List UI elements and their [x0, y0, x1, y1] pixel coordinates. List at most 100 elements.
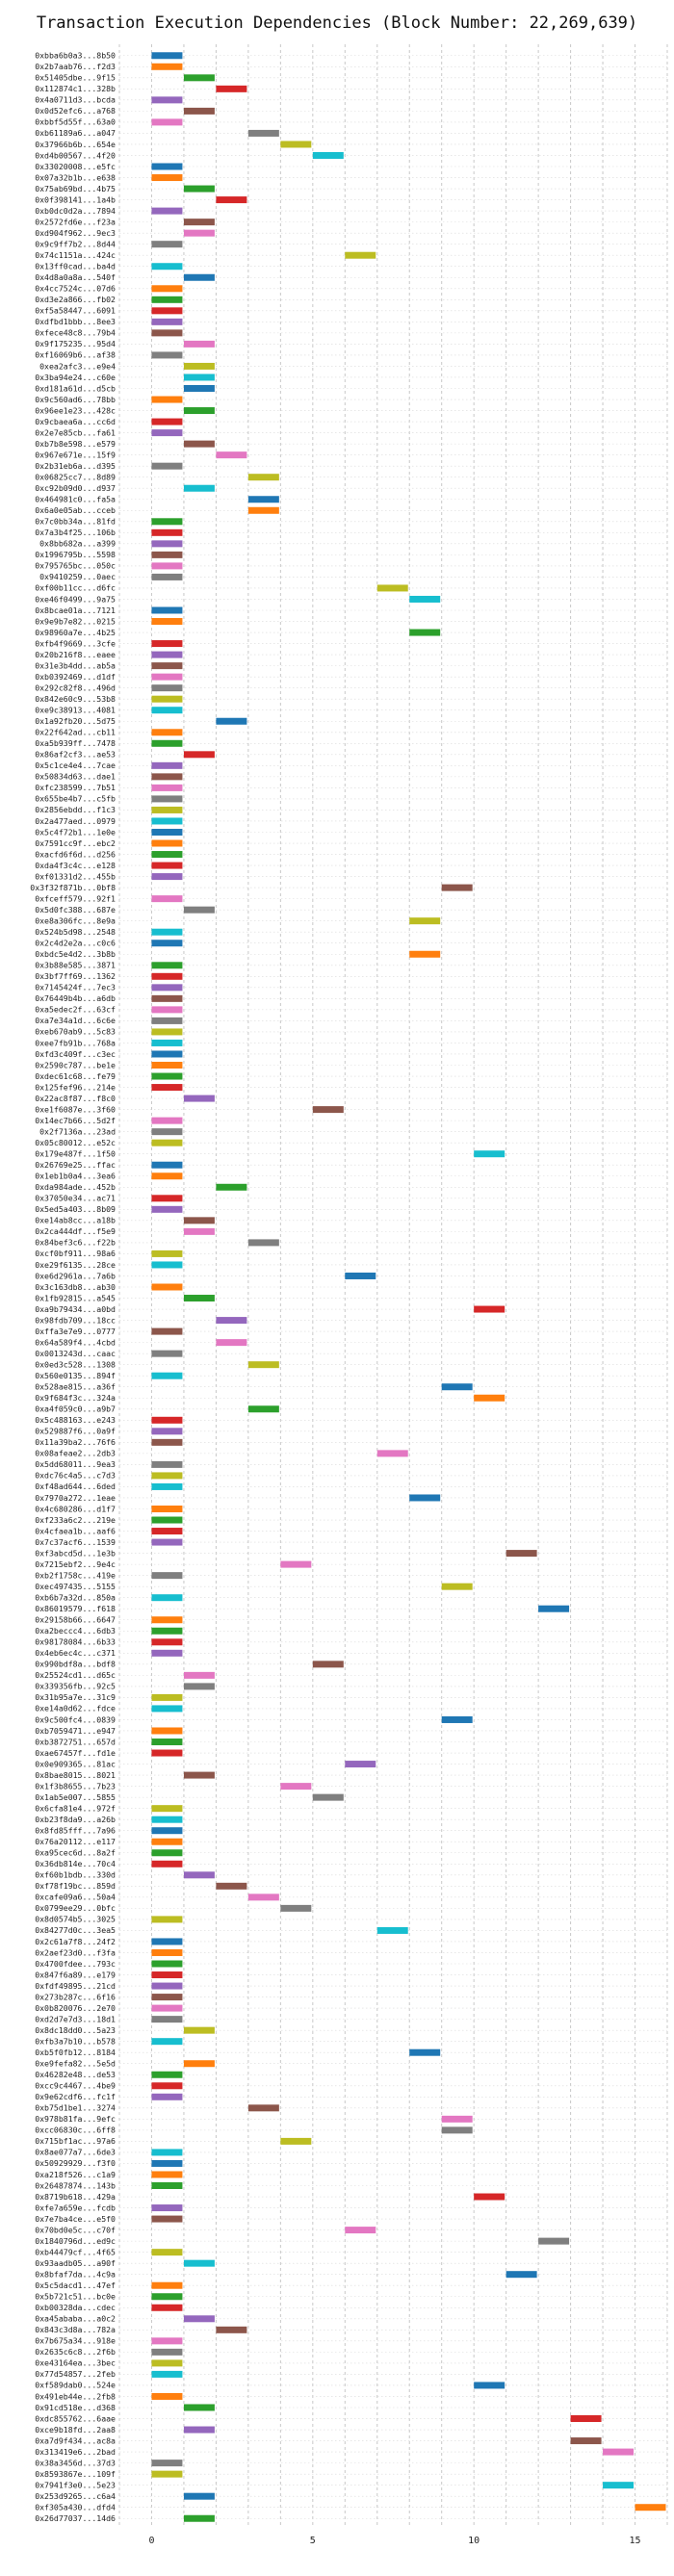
task-bar [376, 584, 408, 592]
task-label: 0xf78f19bc...859d [35, 1881, 116, 1891]
task-label: 0xe43164ea...3bec [35, 2358, 116, 2368]
task-bar [151, 551, 183, 558]
task-bar [151, 1727, 183, 1735]
task-label: 0x7e7ba4ce...e5f0 [35, 2214, 116, 2224]
task-bar [151, 2281, 183, 2289]
task-bar [151, 2470, 183, 2478]
task-label: 0xe46f0499...9a75 [35, 594, 116, 604]
task-label: 0xf48ad644...6ded [35, 1481, 116, 1491]
task-bar [151, 1006, 183, 1014]
x-tick-label: 0 [148, 2536, 154, 2546]
task-label: 0xe9fefa82...5e5d [35, 2059, 116, 2069]
task-bar [151, 1472, 183, 1480]
task-label: 0x4c680286...d1f7 [35, 1504, 116, 1513]
task-label: 0x13ff0cad...ba4d [35, 262, 116, 271]
task-label: 0x0799ee29...0bfc [35, 1903, 116, 1913]
task-label: 0x8719b618...429a [35, 2192, 116, 2202]
task-bar [151, 2370, 183, 2378]
task-label: 0xe29f6135...28ce [35, 1260, 116, 1270]
task-label: 0x91cd518e...d368 [35, 2403, 116, 2412]
task-label: 0x1fb92815...a545 [35, 1293, 116, 1302]
task-bar [216, 1317, 247, 1325]
task-bar [474, 1394, 506, 1402]
task-label: 0x0013243d...caac [35, 1349, 116, 1358]
task-label: 0x125fef96...214e [35, 1082, 116, 1092]
task-label: 0xb7b8e598...e579 [35, 439, 116, 449]
task-label: 0xdfbd1bbb...8ee3 [35, 317, 116, 326]
task-label: 0xa218f526...c1a9 [35, 2170, 116, 2179]
task-label: 0x7145424f...7ec3 [35, 983, 116, 992]
task-label: 0x7941f3e0...5e23 [35, 2480, 116, 2489]
x-tick-label: 5 [310, 2536, 316, 2546]
task-bar [280, 141, 312, 148]
task-bar [312, 151, 344, 159]
task-bar [345, 1272, 376, 1279]
task-bar [151, 263, 183, 270]
task-label: 0x9f684f3c...324a [35, 1393, 116, 1403]
task-label: 0x8fd85fff...7a96 [35, 1826, 116, 1836]
task-label: 0x07a32b1b...e638 [35, 172, 116, 182]
task-bar [151, 1039, 183, 1046]
task-label: 0x3ba94e24...c60e [35, 373, 116, 382]
task-bar [151, 2293, 183, 2301]
task-label: 0x11a39ba2...76f6 [35, 1437, 116, 1447]
task-label: 0xcc9c4467...4be9 [35, 2081, 116, 2091]
task-bar [151, 1982, 183, 1990]
task-label: 0x5dd68011...9ea3 [35, 1459, 116, 1469]
chart-title: Transaction Execution Dependencies (Bloc… [36, 13, 638, 33]
task-bar [151, 984, 183, 992]
task-bar [409, 629, 441, 636]
task-bar [151, 1117, 183, 1124]
task-bar [151, 2460, 183, 2467]
task-label: 0x37966b6b...654e [35, 140, 116, 149]
task-bar [247, 2104, 279, 2112]
x-tick-label: 15 [630, 2536, 641, 2546]
task-bar [376, 1926, 408, 1934]
task-bar [183, 2060, 215, 2068]
task-bar [183, 2492, 215, 2500]
task-bar [151, 1017, 183, 1024]
task-label: 0xfe7a659e...fcdb [35, 2202, 116, 2212]
task-label: 0x05c80012...e52c [35, 1138, 116, 1147]
task-label: 0xb0392469...d1df [35, 672, 116, 682]
task-label: 0x292c82f8...496d [35, 683, 116, 692]
task-label: 0xa2beccc4...6db3 [35, 1626, 116, 1636]
task-label: 0xda984ade...452b [35, 1182, 116, 1192]
task-label: 0x978b81fa...9efc [35, 2114, 116, 2124]
task-bar [151, 174, 183, 182]
task-bar [151, 806, 183, 813]
task-bar [183, 385, 215, 393]
task-bar [151, 817, 183, 825]
task-label: 0x5c488163...e243 [35, 1415, 116, 1425]
task-label: 0xce9b18fd...2aa8 [35, 2425, 116, 2434]
task-bar [151, 2171, 183, 2178]
task-bar [151, 1172, 183, 1180]
task-bar [312, 1106, 344, 1114]
task-label: 0xe6d2961a...7a6b [35, 1271, 116, 1280]
task-label: 0x2aef23d0...f3fa [35, 1947, 116, 1957]
task-label: 0x36db814e...70c4 [35, 1859, 116, 1868]
task-bar [183, 362, 215, 370]
task-bar [151, 618, 183, 626]
task-bar [183, 374, 215, 381]
task-bar [151, 1050, 183, 1058]
task-label: 0x31b95a7e...31c9 [35, 1692, 116, 1702]
task-bar [183, 2315, 215, 2323]
task-bar [151, 1739, 183, 1746]
task-label: 0x2b31eb6a...d395 [35, 461, 116, 471]
task-bar [151, 1084, 183, 1092]
task-label: 0xe1f6087e...3f60 [35, 1104, 116, 1114]
task-bar [151, 318, 183, 325]
task-label: 0x715bf1ac...97a6 [35, 2136, 116, 2146]
task-label: 0xb3872751...657d [35, 1737, 116, 1746]
task-bar [151, 518, 183, 526]
task-bar [570, 2437, 602, 2445]
x-tick-labels: 0 5 10 15 [148, 2536, 640, 2546]
task-label: 0x795765bc...050c [35, 561, 116, 571]
task-label: 0xacfd6f6d...d256 [35, 849, 116, 859]
task-label: 0xb2f1758c...419e [35, 1570, 116, 1580]
task-bar [570, 2415, 602, 2423]
task-label: 0xf5a58447...6091 [35, 306, 116, 316]
task-label: 0x33020008...e5fc [35, 162, 116, 171]
